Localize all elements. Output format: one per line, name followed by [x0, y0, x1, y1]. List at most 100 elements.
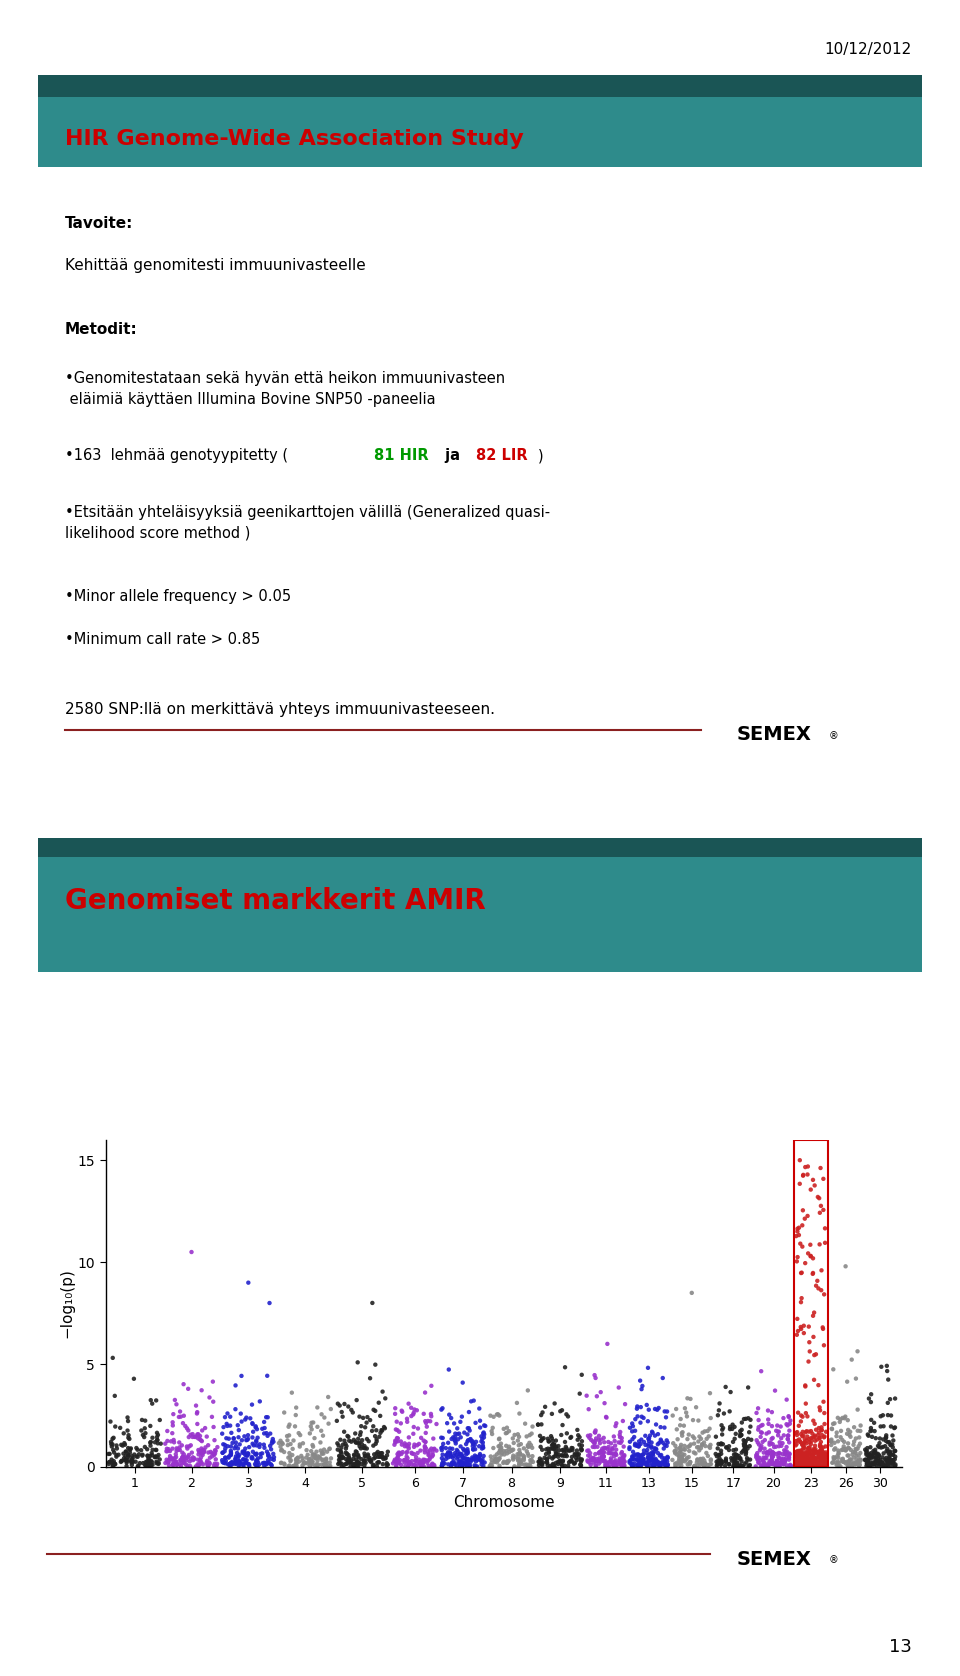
Point — [606, 1451, 621, 1478]
Point — [640, 1425, 656, 1451]
Point — [593, 1379, 609, 1406]
Point — [281, 1453, 297, 1480]
Point — [120, 1404, 135, 1431]
Point — [564, 1435, 580, 1461]
Point — [816, 1446, 831, 1473]
Point — [728, 1451, 743, 1478]
Point — [524, 1446, 540, 1473]
Point — [499, 1440, 515, 1466]
Point — [181, 1433, 197, 1460]
Point — [597, 1389, 612, 1416]
Point — [631, 1433, 646, 1460]
Point — [425, 1425, 441, 1451]
Point — [799, 1430, 814, 1456]
Point — [476, 1443, 492, 1470]
Point — [309, 1438, 324, 1465]
Point — [220, 1433, 235, 1460]
Point — [728, 1446, 743, 1473]
Point — [879, 1451, 895, 1478]
Point — [598, 1451, 613, 1478]
Point — [695, 1450, 710, 1477]
Point — [793, 1289, 808, 1316]
Point — [740, 1426, 756, 1453]
Point — [189, 1399, 204, 1426]
Point — [742, 1433, 757, 1460]
Point — [234, 1408, 250, 1435]
Point — [881, 1441, 897, 1468]
Point — [842, 1421, 857, 1448]
Point — [389, 1408, 404, 1435]
Point — [680, 1403, 695, 1430]
Point — [558, 1441, 573, 1468]
Point — [118, 1443, 133, 1470]
Point — [722, 1451, 737, 1478]
Point — [230, 1411, 246, 1438]
Point — [861, 1453, 876, 1480]
Point — [129, 1435, 144, 1461]
Point — [798, 1373, 813, 1399]
Point — [243, 1404, 258, 1431]
Point — [708, 1448, 724, 1475]
Point — [230, 1443, 246, 1470]
Point — [161, 1446, 177, 1473]
Point — [488, 1446, 503, 1473]
Point — [740, 1446, 756, 1473]
Point — [333, 1426, 348, 1453]
Point — [677, 1441, 692, 1468]
Point — [885, 1450, 900, 1477]
Point — [145, 1441, 160, 1468]
Point — [858, 1440, 874, 1466]
Point — [339, 1441, 354, 1468]
Point — [370, 1450, 385, 1477]
Point — [790, 1306, 805, 1332]
Point — [778, 1448, 793, 1475]
Point — [729, 1443, 744, 1470]
Point — [588, 1453, 604, 1480]
Point — [196, 1438, 211, 1465]
Point — [348, 1438, 364, 1465]
Point — [340, 1423, 355, 1450]
Point — [589, 1446, 605, 1473]
Point — [218, 1448, 233, 1475]
Point — [400, 1445, 416, 1472]
Point — [228, 1450, 244, 1477]
Point — [776, 1445, 791, 1472]
Point — [456, 1436, 471, 1463]
Point — [149, 1388, 164, 1415]
Point — [484, 1418, 499, 1445]
Point — [868, 1436, 883, 1463]
Point — [810, 1421, 826, 1448]
Point — [125, 1445, 140, 1472]
Point — [422, 1436, 438, 1463]
Point — [260, 1404, 276, 1431]
Point — [801, 1446, 816, 1473]
Point — [758, 1420, 774, 1446]
Point — [754, 1413, 769, 1440]
Point — [574, 1446, 589, 1473]
Point — [606, 1450, 621, 1477]
Point — [600, 1453, 615, 1480]
Point — [280, 1431, 296, 1458]
Point — [754, 1433, 769, 1460]
Point — [379, 1450, 395, 1477]
Point — [108, 1441, 124, 1468]
Point — [873, 1450, 888, 1477]
Point — [281, 1421, 297, 1448]
Point — [228, 1445, 243, 1472]
Point — [468, 1431, 483, 1458]
Point — [644, 1446, 660, 1473]
Point — [192, 1426, 207, 1453]
Point — [766, 1433, 781, 1460]
Point — [545, 1450, 561, 1477]
Point — [356, 1435, 372, 1461]
Point — [189, 1399, 204, 1426]
Point — [771, 1433, 786, 1460]
Point — [122, 1440, 137, 1466]
Text: SEMEX: SEMEX — [736, 1550, 811, 1569]
Point — [388, 1428, 403, 1455]
Point — [672, 1450, 687, 1477]
Point — [799, 1451, 814, 1478]
Point — [629, 1431, 644, 1458]
Point — [540, 1425, 556, 1451]
Point — [102, 1448, 117, 1475]
